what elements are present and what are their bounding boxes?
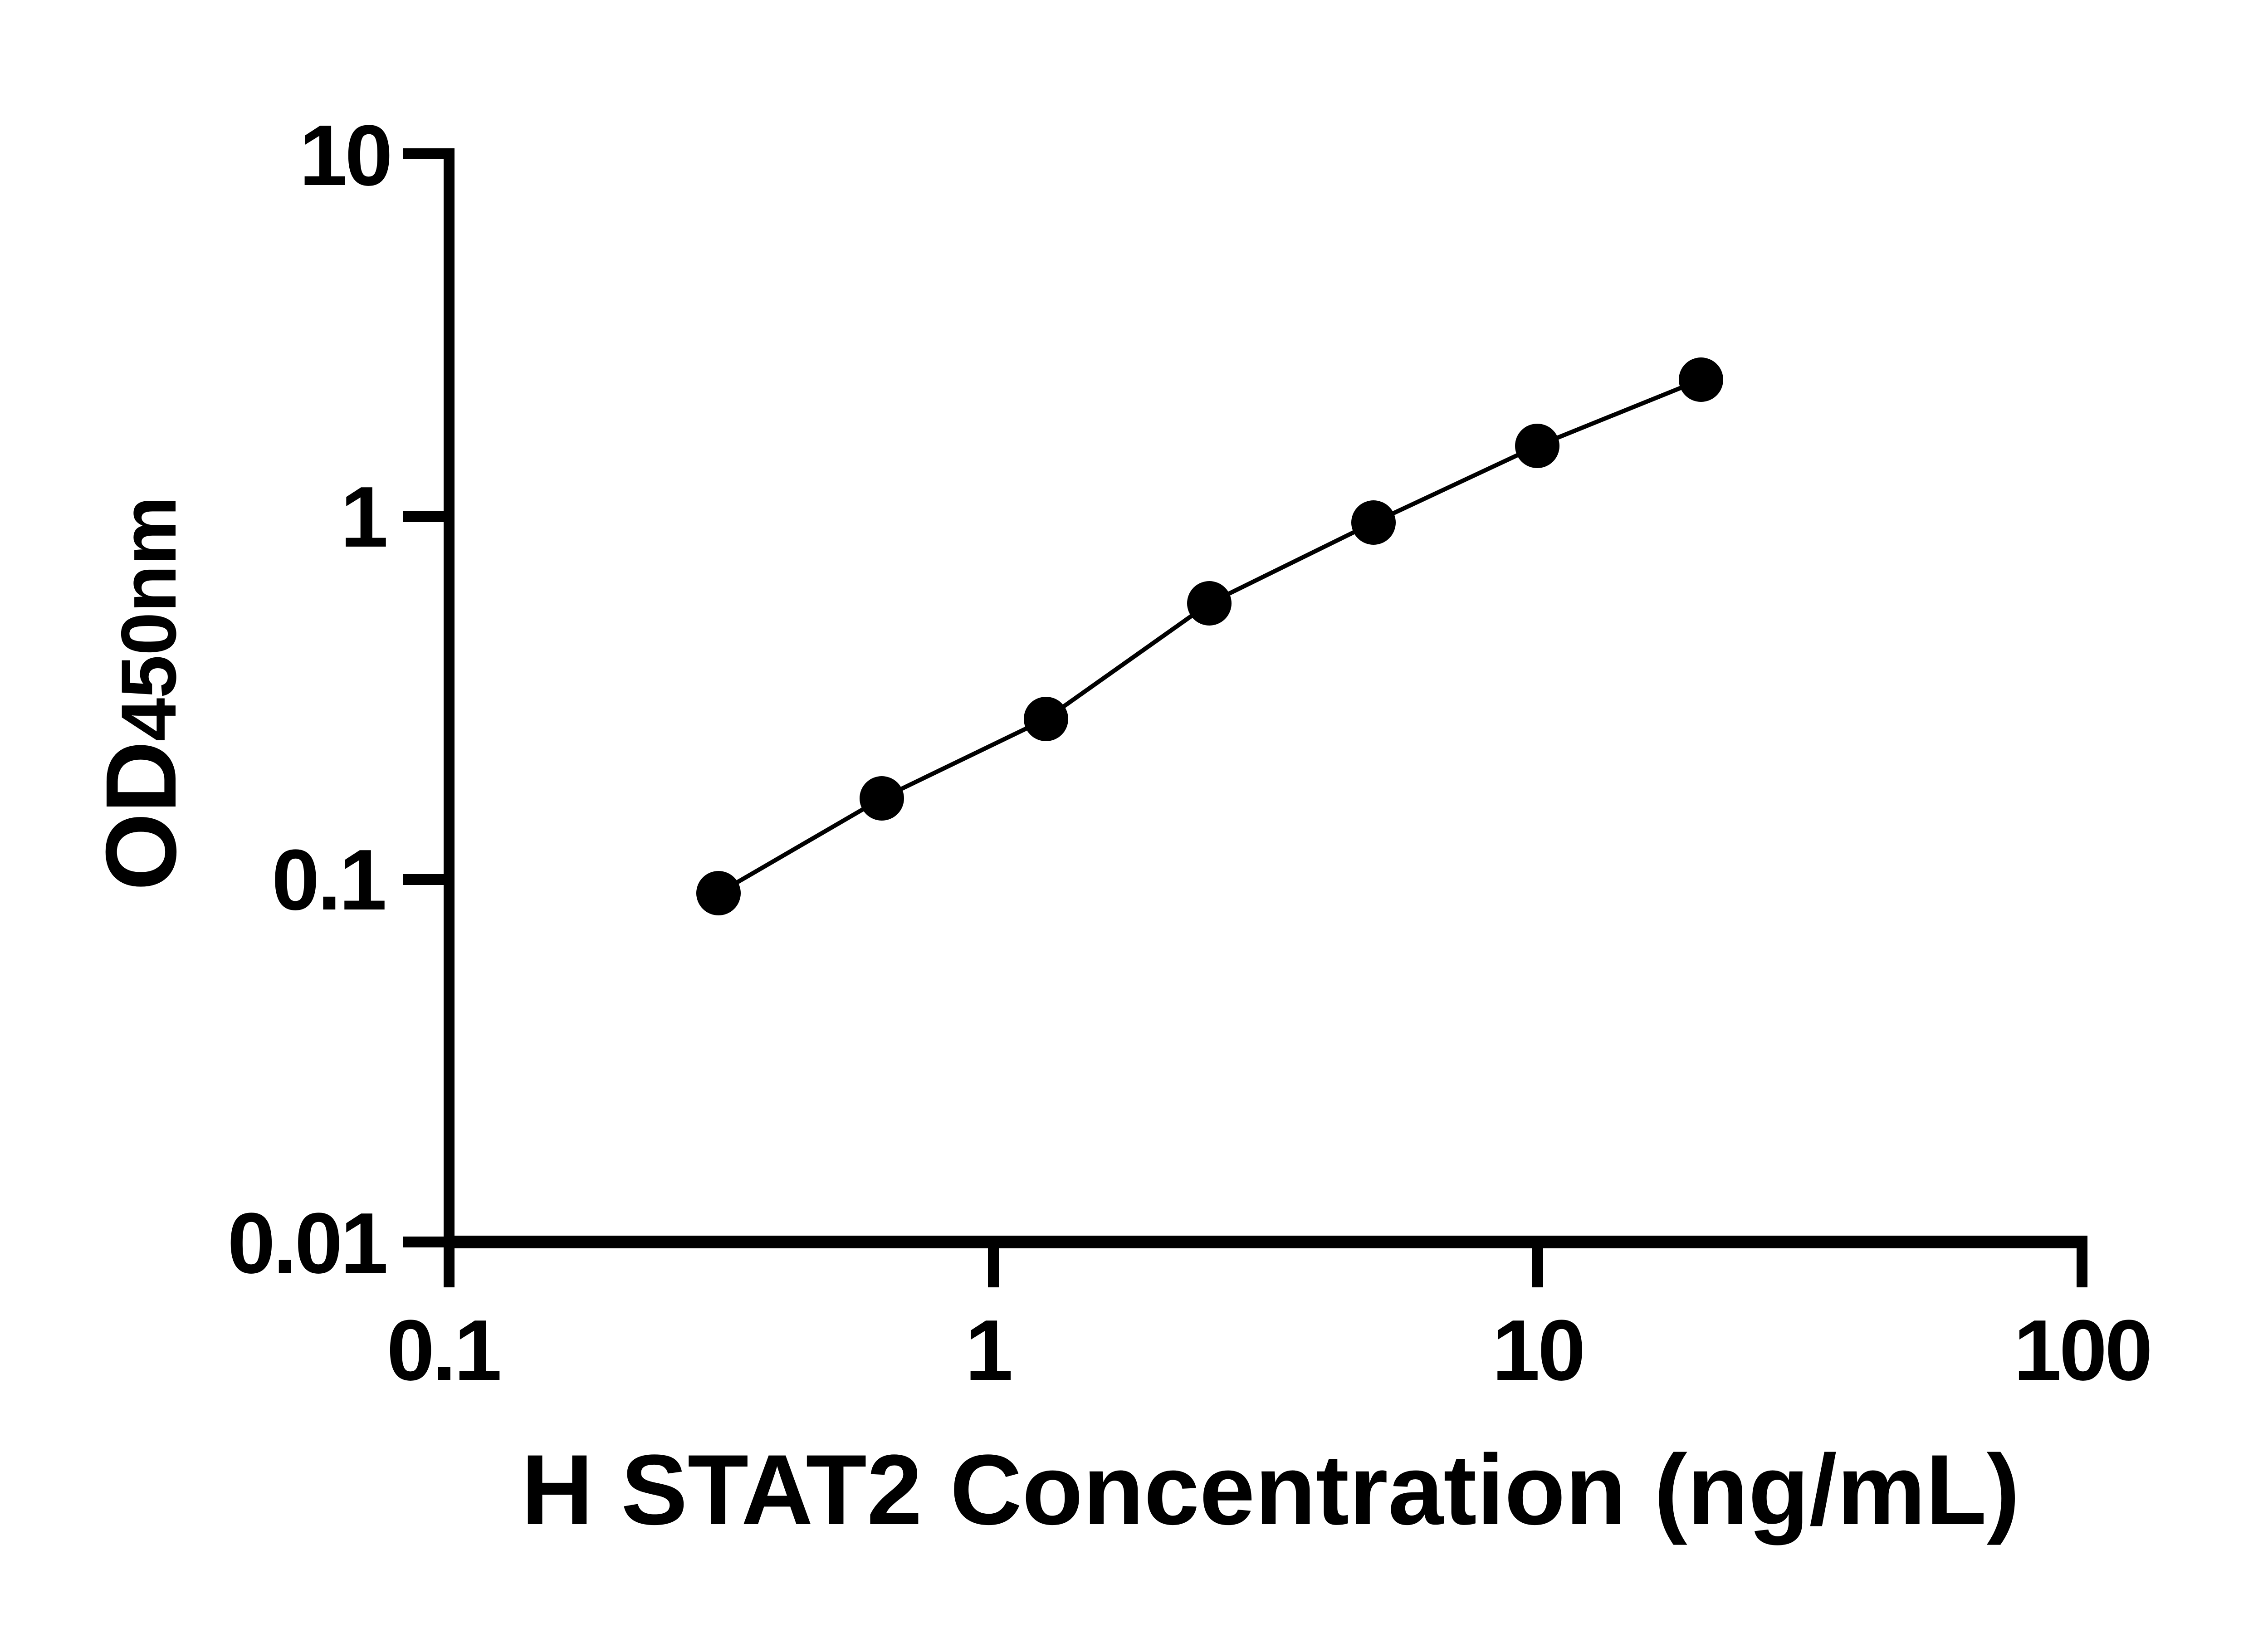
svg-text:1: 1 xyxy=(965,1302,1011,1398)
svg-text:10: 10 xyxy=(299,108,391,204)
svg-text:OD450nm: OD450nm xyxy=(85,496,197,890)
svg-text:H STAT2 Concentration (ng/mL): H STAT2 Concentration (ng/mL) xyxy=(521,1434,2020,1545)
svg-text:10: 10 xyxy=(1492,1302,1583,1398)
svg-text:100: 100 xyxy=(2014,1302,2151,1398)
svg-text:0.1: 0.1 xyxy=(272,832,385,928)
svg-text:0.01: 0.01 xyxy=(227,1195,386,1291)
svg-text:0.1: 0.1 xyxy=(386,1302,499,1398)
svg-text:1: 1 xyxy=(340,469,386,565)
